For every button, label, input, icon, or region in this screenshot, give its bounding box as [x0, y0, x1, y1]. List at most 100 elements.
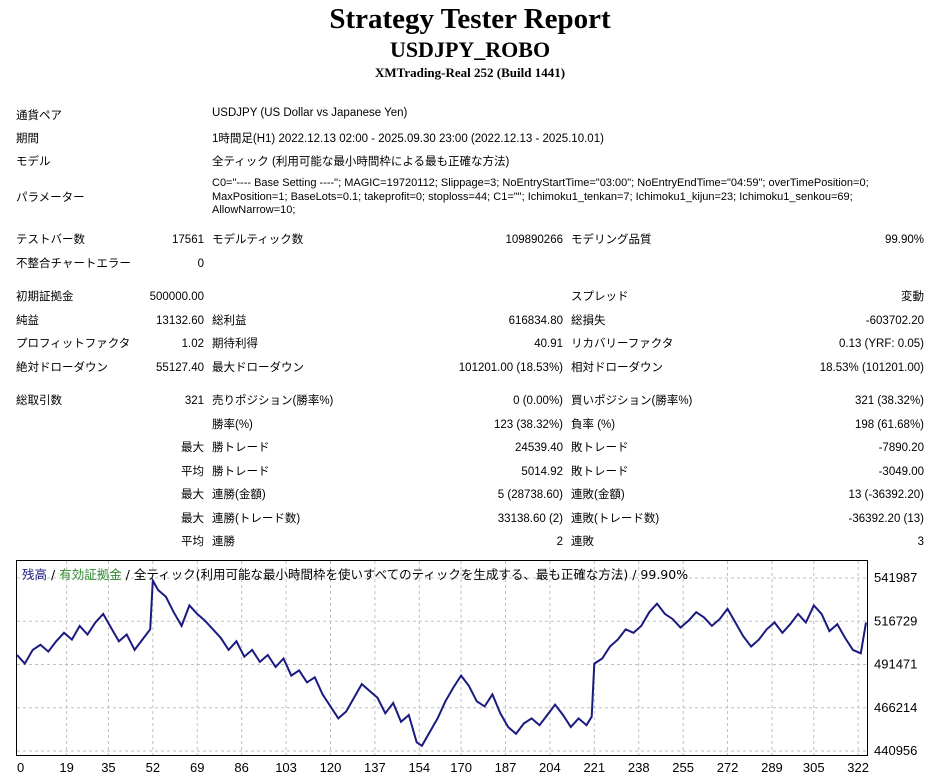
x-tick-label: 69 [190, 760, 204, 775]
params-value: C0="---- Base Setting ----"; MAGIC=19720… [212, 177, 869, 216]
x-tick-label: 187 [495, 760, 517, 775]
x-tick-label: 86 [234, 760, 248, 775]
bars-label: テストバー数 [16, 234, 85, 246]
legend-sep-1: / [47, 567, 60, 582]
expected-value: 40.91 [534, 338, 563, 350]
params-label: パラメーター [16, 192, 85, 204]
spread-label: スプレッド [571, 291, 629, 303]
largest-win-value: 24539.40 [515, 442, 563, 454]
x-tick-label: 221 [583, 760, 605, 775]
x-tick-label: 238 [628, 760, 650, 775]
lossrate-label: 負率 (%) [571, 419, 616, 431]
x-tick-label: 204 [539, 760, 561, 775]
report-symbol: USDJPY_ROBO [389, 37, 551, 62]
period-value: 1時間足(H1) 2022.12.13 02:00 - 2025.09.30 2… [212, 133, 604, 145]
y-tick-label: 491471 [874, 657, 917, 672]
y-tick-label: 516729 [874, 613, 917, 628]
avg-loss-label: 敗トレード [571, 466, 629, 478]
model-label: モデル [16, 156, 51, 168]
mismatch-value: 0 [197, 258, 204, 270]
lossrate-value: 198 (61.68%) [854, 419, 924, 431]
ticks-value: 109890266 [505, 234, 563, 246]
maxdd-value: 101201.00 (18.53%) [458, 362, 563, 374]
mismatch-label: 不整合チャートエラー [16, 258, 131, 270]
x-tick-label: 120 [320, 760, 342, 775]
balance-series-line [16, 576, 867, 748]
y-axis: 541987 516729 491471 466214 440956 [874, 570, 917, 758]
legend-sep-2: / [121, 567, 134, 582]
largest-loss-value: -7890.20 [878, 442, 924, 454]
x-tick-label: 305 [803, 760, 825, 775]
avg-consec-win-label: 連勝 [212, 536, 235, 548]
x-tick-label: 154 [408, 760, 430, 775]
consec-loss-money-label: 連敗(金額) [571, 489, 625, 501]
winrate-value: 123 (38.32%) [493, 419, 563, 431]
x-tick-label: 19 [59, 760, 73, 775]
grossprofit-value: 616834.80 [508, 315, 563, 327]
x-axis: 0 19 35 52 69 86 103 120 137 154 170 187 204 221 238 25… [17, 760, 869, 775]
absdd-label: 絶対ドローダウン [16, 362, 108, 374]
pf-label: プロフィットファクタ [16, 338, 131, 350]
short-label: 売りポジション(勝率%) [212, 395, 334, 407]
max-prefix-2: 最大 [181, 489, 204, 501]
x-tick-label: 137 [364, 760, 386, 775]
bars-value: 17561 [172, 234, 204, 246]
pair-label: 通貨ペア [16, 110, 62, 122]
long-label: 買いポジション(勝率%) [571, 395, 693, 407]
x-tick-label: 272 [717, 760, 739, 775]
grossloss-value: -603702.20 [865, 315, 924, 327]
model-value: 全ティック (利用可能な最小時間枠による最も正確な方法) [212, 156, 510, 168]
legend-description: 全ティック(利用可能な最小時間枠を使いすべてのティックを生成する、最も正確な方法… [133, 567, 689, 582]
expected-label: 期待利得 [212, 338, 258, 350]
consec-win-money-label: 連勝(金額) [212, 489, 266, 501]
max-prefix-1: 最大 [181, 442, 204, 454]
report-server: XMTrading-Real 252 (Build 1441) [374, 65, 566, 80]
x-tick-label: 322 [847, 760, 869, 775]
period-label: 期間 [16, 133, 39, 145]
x-tick-label: 255 [672, 760, 694, 775]
deposit-label: 初期証拠金 [16, 291, 74, 303]
grossprofit-label: 総利益 [212, 315, 247, 327]
recovery-label: リカバリーファクタ [571, 338, 674, 350]
x-tick-label: 35 [101, 760, 115, 775]
trades-label: 総取引数 [16, 395, 62, 407]
avg-prefix-2: 平均 [181, 536, 204, 548]
deposit-value: 500000.00 [149, 291, 204, 303]
pf-value: 1.02 [181, 338, 204, 350]
short-value: 0 (0.00%) [513, 395, 563, 407]
legend-balance: 残高 [22, 567, 48, 582]
consec-profit-value: 33138.60 (2) [497, 513, 563, 525]
avg-prefix-1: 平均 [181, 466, 204, 478]
x-tick-label: 0 [17, 760, 24, 775]
quality-value: 99.90% [884, 234, 924, 246]
plot-area [16, 560, 868, 756]
consec-loss-money-value: 13 (-36392.20) [848, 489, 924, 501]
avg-consec-loss-label: 連敗 [571, 536, 594, 548]
reldd-value: 18.53% (101201.00) [819, 362, 924, 374]
pair-value: USDJPY (US Dollar vs Japanese Yen) [212, 107, 408, 119]
recovery-value: 0.13 (YRF: 0.05) [838, 338, 924, 350]
largest-win-label: 勝トレード [212, 442, 270, 454]
maxdd-label: 最大ドローダウン [212, 362, 304, 374]
report-title: Strategy Tester Report [329, 3, 611, 35]
equity-chart: 541987 516729 491471 466214 440956 0 19 35 52 69… [16, 560, 917, 775]
long-value: 321 (38.32%) [854, 395, 924, 407]
consec-win-money-value: 5 (28738.60) [497, 489, 563, 501]
y-tick-label: 466214 [874, 700, 917, 715]
consec-loss-trades-value: -36392.20 (13) [848, 513, 924, 525]
x-tick-label: 52 [146, 760, 160, 775]
ticks-label: モデルティック数 [212, 234, 304, 246]
largest-loss-label: 敗トレード [571, 442, 629, 454]
netprofit-value: 13132.60 [156, 315, 204, 327]
x-tick-label: 289 [761, 760, 783, 775]
avg-win-label: 勝トレード [212, 466, 270, 478]
x-tick-label: 170 [450, 760, 472, 775]
reldd-label: 相対ドローダウン [571, 362, 663, 374]
consec-profit-label: 連勝(トレード数) [212, 513, 301, 525]
legend-equity: 有効証拠金 [59, 567, 122, 582]
avg-consec-win-value: 2 [556, 536, 563, 548]
consec-loss-trades-label: 連敗(トレード数) [571, 513, 660, 525]
avg-loss-value: -3049.00 [878, 466, 924, 478]
winrate-label: 勝率(%) [212, 419, 253, 431]
avg-consec-loss-value: 3 [917, 536, 924, 548]
